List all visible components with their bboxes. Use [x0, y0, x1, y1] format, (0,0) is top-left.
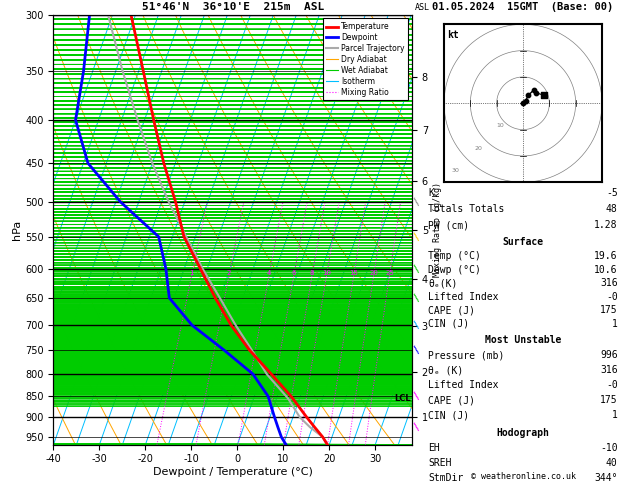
- Text: 01.05.2024  15GMT  (Base: 00): 01.05.2024 15GMT (Base: 00): [432, 2, 614, 12]
- Text: 175: 175: [600, 395, 618, 405]
- Text: CIN (J): CIN (J): [428, 410, 469, 420]
- Text: Lifted Index: Lifted Index: [428, 292, 499, 302]
- Text: StmDir: StmDir: [428, 473, 464, 483]
- Text: /: /: [412, 320, 422, 330]
- Text: 344°: 344°: [594, 473, 618, 483]
- Text: CIN (J): CIN (J): [428, 319, 469, 329]
- Legend: Temperature, Dewpoint, Parcel Trajectory, Dry Adiabat, Wet Adiabat, Isotherm, Mi: Temperature, Dewpoint, Parcel Trajectory…: [323, 18, 408, 101]
- Text: 40: 40: [606, 458, 618, 468]
- Text: 1: 1: [612, 319, 618, 329]
- Text: Pressure (mb): Pressure (mb): [428, 350, 505, 361]
- Text: θₑ(K): θₑ(K): [428, 278, 458, 288]
- Text: CAPE (J): CAPE (J): [428, 305, 476, 315]
- Text: 51°46'N  36°10'E  215m  ASL: 51°46'N 36°10'E 215m ASL: [142, 2, 324, 12]
- Text: 10.6: 10.6: [594, 264, 618, 275]
- Text: 19.6: 19.6: [594, 251, 618, 261]
- Text: 175: 175: [600, 305, 618, 315]
- Text: /: /: [412, 422, 422, 432]
- Text: 10: 10: [322, 270, 331, 276]
- Text: 316: 316: [600, 365, 618, 375]
- Text: /: /: [412, 197, 422, 207]
- Y-axis label: hPa: hPa: [13, 220, 23, 240]
- Text: 8: 8: [309, 270, 314, 276]
- Point: [523, 91, 533, 99]
- Point: [539, 91, 549, 99]
- Text: EH: EH: [428, 443, 440, 453]
- Point: [528, 86, 538, 94]
- Text: 1: 1: [189, 270, 194, 276]
- Text: -5: -5: [606, 188, 618, 198]
- Text: Temp (°C): Temp (°C): [428, 251, 481, 261]
- Text: -10: -10: [600, 443, 618, 453]
- Text: 48: 48: [606, 204, 618, 214]
- Text: /: /: [412, 232, 422, 242]
- Text: /: /: [412, 392, 422, 401]
- Text: 1: 1: [612, 410, 618, 420]
- Text: -0: -0: [606, 292, 618, 302]
- Text: LCL: LCL: [394, 394, 411, 403]
- Text: Mixing Ratio (g/kg): Mixing Ratio (g/kg): [433, 182, 442, 277]
- Text: CAPE (J): CAPE (J): [428, 395, 476, 405]
- Point: [518, 100, 528, 107]
- X-axis label: Dewpoint / Temperature (°C): Dewpoint / Temperature (°C): [153, 467, 313, 477]
- Text: /: /: [412, 346, 422, 355]
- Text: 15: 15: [349, 270, 358, 276]
- Text: 1.28: 1.28: [594, 220, 618, 230]
- Text: Lifted Index: Lifted Index: [428, 381, 499, 390]
- Text: kt: kt: [447, 30, 459, 39]
- Text: 6: 6: [292, 270, 296, 276]
- Text: Hodograph: Hodograph: [496, 428, 550, 438]
- Text: θₑ (K): θₑ (K): [428, 365, 464, 375]
- Text: SREH: SREH: [428, 458, 452, 468]
- Text: Totals Totals: Totals Totals: [428, 204, 505, 214]
- Text: 20: 20: [369, 270, 378, 276]
- Text: Most Unstable: Most Unstable: [485, 335, 561, 346]
- Point: [531, 89, 541, 97]
- Text: 25: 25: [385, 270, 394, 276]
- Text: 4: 4: [267, 270, 271, 276]
- Text: © weatheronline.co.uk: © weatheronline.co.uk: [470, 472, 576, 481]
- Text: /: /: [412, 293, 422, 303]
- Text: 316: 316: [600, 278, 618, 288]
- Text: 996: 996: [600, 350, 618, 361]
- Text: Dewp (°C): Dewp (°C): [428, 264, 481, 275]
- Text: 10: 10: [497, 123, 504, 128]
- Text: /: /: [412, 264, 422, 274]
- Point: [521, 97, 531, 104]
- Text: km
ASL: km ASL: [415, 0, 430, 12]
- Text: K: K: [428, 188, 434, 198]
- Text: 30: 30: [452, 168, 460, 173]
- Text: 20: 20: [474, 145, 482, 151]
- Text: 2: 2: [227, 270, 231, 276]
- Text: PW (cm): PW (cm): [428, 220, 469, 230]
- Text: -0: -0: [606, 381, 618, 390]
- Text: Surface: Surface: [503, 238, 543, 247]
